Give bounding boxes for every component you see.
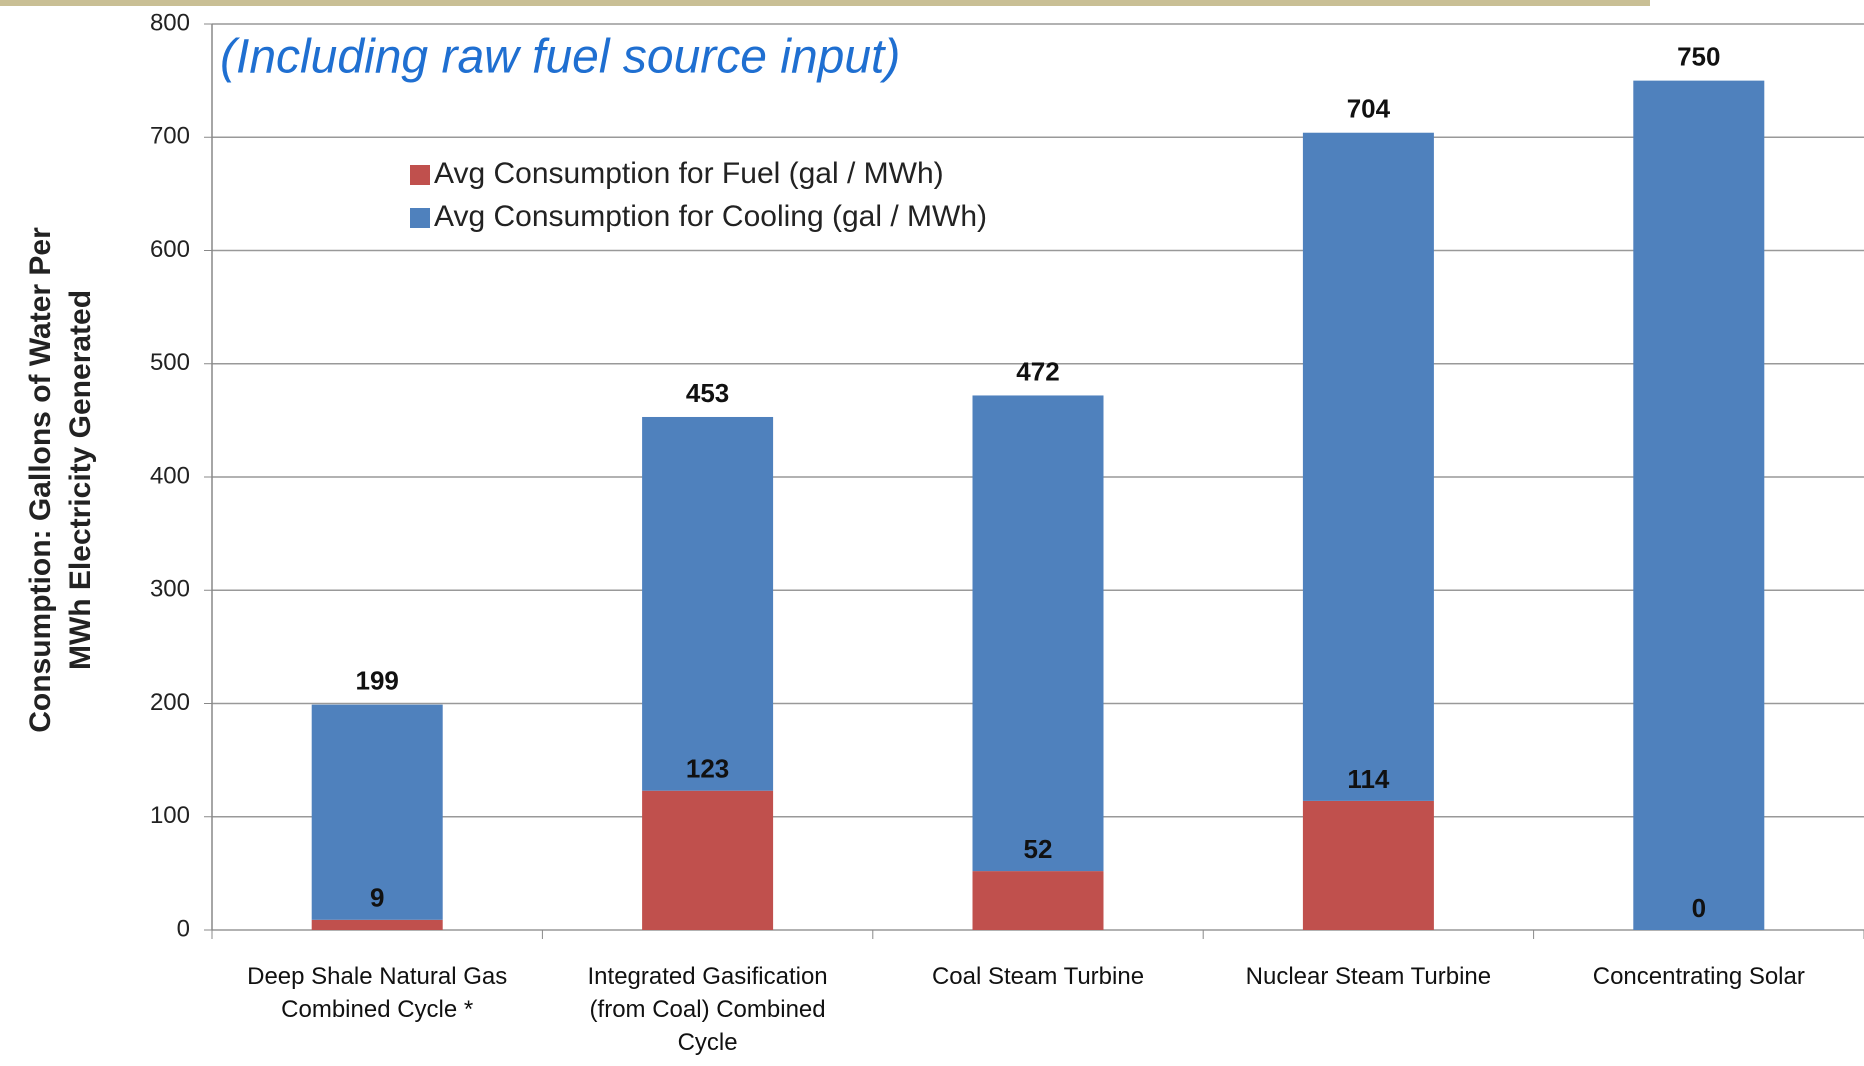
chart-title: (Including raw fuel source input) — [220, 31, 900, 84]
y-tick-label: 600 — [150, 236, 190, 263]
bar-segment — [642, 791, 773, 930]
bar-segment — [1633, 81, 1764, 930]
legend-label: Avg Consumption for Cooling (gal / MWh) — [434, 200, 987, 233]
data-label: 0 — [1692, 893, 1706, 923]
bar-segment — [312, 920, 443, 930]
legend-swatch — [410, 208, 430, 228]
x-tick-label: Integrated Gasification (from Coal) Comb… — [558, 960, 858, 1059]
y-tick-label: 300 — [150, 576, 190, 603]
legend-swatch — [410, 165, 430, 185]
y-tick-label: 500 — [150, 349, 190, 376]
total-label: 750 — [1677, 42, 1720, 72]
data-label: 52 — [1024, 834, 1053, 864]
total-label: 453 — [686, 378, 729, 408]
x-tick-label: Nuclear Steam Turbine — [1218, 960, 1518, 993]
bar-segment — [1303, 133, 1434, 801]
y-tick-label: 0 — [177, 915, 190, 942]
y-tick-label: 100 — [150, 802, 190, 829]
total-label: 199 — [356, 666, 399, 696]
total-label: 472 — [1016, 356, 1059, 386]
legend-label: Avg Consumption for Fuel (gal / MWh) — [434, 157, 944, 190]
bar-segment — [1303, 801, 1434, 930]
y-tick-label: 700 — [150, 123, 190, 150]
page: {"chart_data": {"type": "stacked-bar", "… — [0, 0, 1864, 1066]
data-label: 9 — [370, 883, 384, 913]
top-border — [0, 0, 1650, 6]
x-tick-label: Coal Steam Turbine — [888, 960, 1188, 993]
y-tick-label: 800 — [150, 9, 190, 36]
bar-segment — [642, 417, 773, 791]
x-tick-label: Deep Shale Natural Gas Combined Cycle * — [227, 960, 527, 1026]
total-label: 704 — [1347, 94, 1391, 124]
x-tick-label: Concentrating Solar — [1549, 960, 1849, 993]
chart: (Including raw fuel source input) Consum… — [0, 0, 1864, 1066]
data-label: 114 — [1347, 764, 1389, 794]
y-tick-label: 400 — [150, 462, 190, 489]
y-tick-label: 200 — [150, 689, 190, 716]
bar-segment — [973, 395, 1104, 871]
data-label: 123 — [686, 754, 729, 784]
bar-segment — [973, 871, 1104, 930]
y-axis-label: Consumption: Gallons of Water Per — [24, 227, 57, 733]
y-axis-label: MWh Electricity Generated — [64, 290, 97, 670]
